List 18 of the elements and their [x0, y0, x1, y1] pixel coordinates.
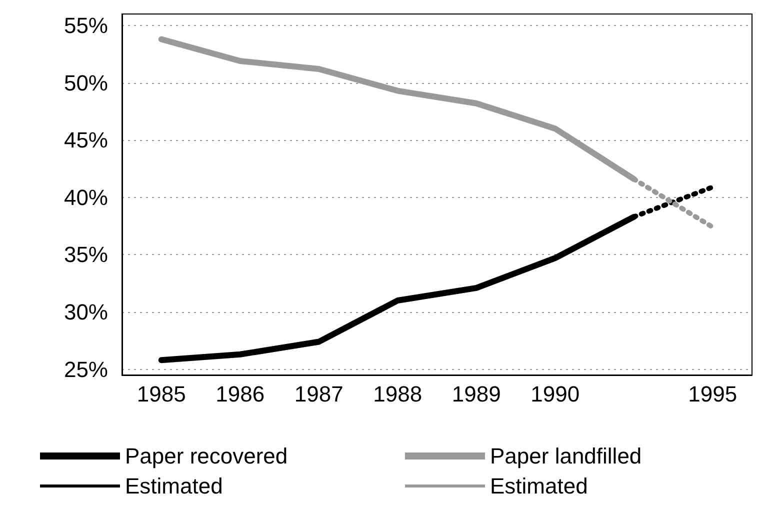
legend-label: Paper recovered	[125, 444, 288, 468]
x-tick-label: 1987	[294, 382, 344, 406]
y-tick-label: 25%	[64, 356, 108, 382]
y-tick-label: 30%	[64, 299, 108, 324]
legend-label: Paper landfilled	[490, 444, 642, 468]
x-tick-label: 1988	[373, 382, 422, 406]
x-tick-label: 1989	[452, 382, 501, 406]
x-tick-label: 1985	[136, 382, 186, 406]
y-tick-label: 55%	[64, 12, 108, 38]
x-tick-label: 1995	[688, 382, 738, 406]
y-tick-label: 35%	[64, 242, 108, 268]
legend-label: Estimated	[125, 474, 223, 498]
y-tick-label: 40%	[64, 184, 108, 210]
y-tick-label: 45%	[64, 128, 108, 153]
x-tick-label: 1990	[530, 382, 580, 406]
y-tick-label: 50%	[64, 70, 108, 96]
x-tick-label: 1986	[216, 382, 265, 406]
legend-label: Estimated	[490, 474, 588, 498]
